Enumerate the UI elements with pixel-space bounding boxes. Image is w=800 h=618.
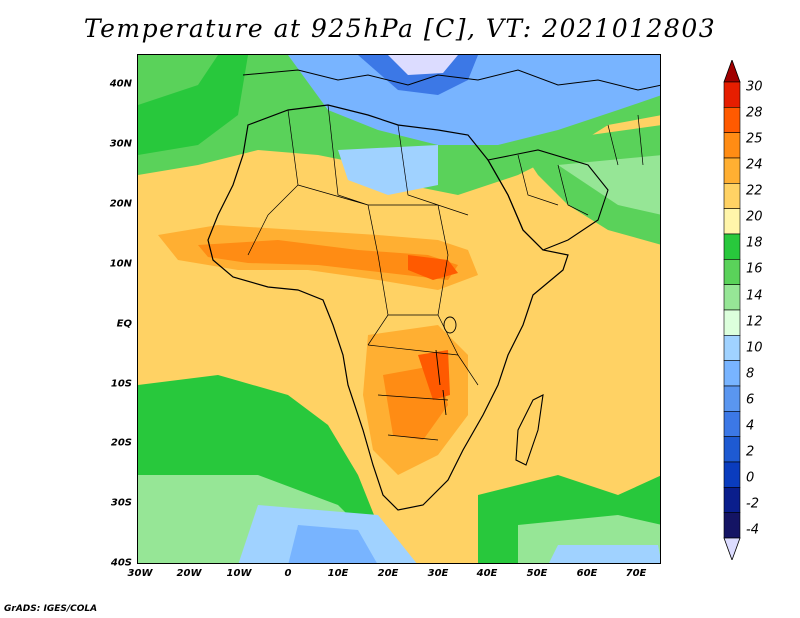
map-title: Temperature at 925hPa [C], VT: 202101280… [83,14,717,43]
field-atlantic-lightgreen [138,55,218,105]
field-south-red [418,350,450,400]
field-sahara-lightblue [338,145,438,195]
colorbar-swatch [723,385,741,412]
colorbar-swatch [723,157,741,184]
temperature-field [138,55,660,563]
cbar-label-12: 12 [746,314,763,330]
mideast-borders [517,114,644,216]
colorbar-swatch [723,208,741,235]
lake-victoria [443,316,457,334]
cbar-label-18: 18 [746,235,763,251]
field-sahel-darkorange [198,240,458,280]
africa-coastline [207,104,569,511]
colorbar-swatch [723,309,741,336]
colorbar-swatch [723,436,741,463]
x-label-30e: 30E [427,568,449,579]
madagascar-coastline [515,394,544,466]
y-label-30n: 30N [109,138,132,150]
colorbar-top-arrow [723,60,741,83]
field-north-blue [288,55,660,145]
x-label-60e: 60E [576,568,598,579]
cbar-label-28: 28 [746,105,763,121]
colorbar-swatch [723,132,741,159]
colorbar-swatch [723,360,741,387]
field-sio-lightblue [549,545,660,563]
cbar-label-6: 6 [746,392,755,408]
x-label-0: 0 [284,568,292,579]
colorbar-swatch [723,512,741,539]
cbar-label-25: 25 [746,131,763,147]
cbar-label-22: 22 [746,183,763,199]
country-borders [247,104,479,441]
x-label-40e: 40E [476,568,498,579]
cbar-label-10: 10 [746,340,763,356]
x-label-10w: 10W [226,568,252,579]
colorbar-swatch [723,259,741,285]
colorbar-swatch [723,81,741,108]
colorbar-swatch [723,461,741,488]
grads-credit: GrADS: IGES/COLA [4,604,98,614]
cbar-label-minus2: -2 [746,496,759,512]
cbar-label-minus4: -4 [746,522,759,538]
colorbar-swatch [723,487,741,513]
colorbar [723,60,741,560]
arabia-coastline [487,149,609,251]
cbar-label-0: 0 [746,470,755,486]
colorbar-swatch [723,335,741,361]
y-label-20s: 20S [110,437,132,449]
europe-coastline [242,69,660,91]
x-label-20e: 20E [377,568,399,579]
x-label-30w: 30W [127,568,153,579]
colorbar-bottom-arrow [723,537,741,560]
cbar-label-24: 24 [746,157,763,173]
colorbar-swatch [723,411,741,437]
cbar-label-20: 20 [746,209,763,225]
field-north-lavender [388,55,458,75]
cbar-label-30: 30 [746,79,763,95]
rift-lakes [435,349,447,416]
colorbar-swatch [723,107,741,133]
cbar-label-8: 8 [746,366,755,382]
colorbar-swatch [723,284,741,311]
x-label-70e: 70E [625,568,647,579]
y-label-eq: EQ [116,318,132,330]
field-sat-blue [288,525,377,563]
x-label-20w: 20W [176,568,202,579]
field-arabia-lightgreen [558,155,660,215]
cbar-label-14: 14 [746,288,763,304]
colorbar-swatch [723,233,741,260]
y-label-20n: 20N [109,198,132,210]
field-sahel-red [408,255,458,280]
colorbar-swatch [723,183,741,209]
y-label-30s: 30S [110,497,132,509]
cbar-label-2: 2 [746,444,755,460]
y-label-10n: 10N [109,258,132,270]
temperature-map [137,54,661,564]
cbar-label-16: 16 [746,261,763,277]
y-label-40s: 40S [110,557,132,569]
y-label-40n: 40N [109,78,132,90]
cbar-label-4: 4 [746,418,755,434]
y-label-10s: 10S [110,378,132,390]
x-label-10e: 10E [327,568,349,579]
x-label-50e: 50E [526,568,548,579]
